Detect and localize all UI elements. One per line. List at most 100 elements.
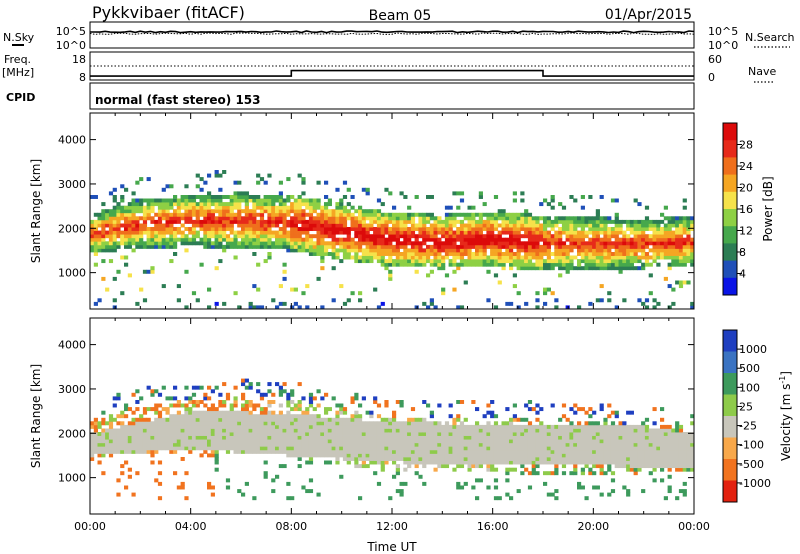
velocity-cell xyxy=(622,428,627,433)
power-cell xyxy=(90,230,95,235)
velocity-cell xyxy=(308,417,314,422)
velocity-cell xyxy=(376,446,382,451)
velocity-cell xyxy=(610,442,616,447)
velocity-cell xyxy=(112,396,117,401)
power-cell xyxy=(188,241,193,246)
power-cell xyxy=(222,244,227,249)
velocity-cell xyxy=(241,432,246,436)
velocity-cell xyxy=(660,453,665,458)
velocity-cell xyxy=(93,449,98,454)
velocity-cell xyxy=(165,432,170,436)
power-cell xyxy=(539,252,544,256)
velocity-cell xyxy=(614,457,619,461)
power-cell xyxy=(101,223,106,228)
power-cell xyxy=(444,219,450,224)
power-cell xyxy=(407,227,412,231)
velocity-cell xyxy=(410,407,416,412)
velocity-cell xyxy=(603,435,608,440)
power-cell xyxy=(244,234,249,239)
velocity-cell xyxy=(263,392,268,397)
power-cell xyxy=(218,234,223,239)
velocity-cell xyxy=(335,410,340,415)
power-cell xyxy=(101,234,106,239)
power-cell xyxy=(418,244,423,249)
power-cell xyxy=(459,305,465,310)
velocity-cell xyxy=(675,439,680,444)
power-cell xyxy=(327,212,332,217)
velocity-cell xyxy=(403,421,408,426)
velocity-cell xyxy=(418,446,423,451)
power-cell xyxy=(384,227,389,231)
power-cell xyxy=(633,259,638,264)
power-cell xyxy=(622,298,627,303)
power-cell xyxy=(165,216,170,221)
power-cell xyxy=(380,252,385,256)
velocity-cell xyxy=(365,464,370,469)
velocity-cell xyxy=(433,421,438,426)
power-cell xyxy=(229,241,234,246)
velocity-cell xyxy=(595,428,600,433)
power-cell xyxy=(527,219,533,224)
power-cell xyxy=(629,244,634,249)
velocity-cell xyxy=(463,435,468,440)
power-cell xyxy=(577,241,582,246)
velocity-cell xyxy=(678,457,684,461)
velocity-cell xyxy=(478,432,483,436)
y-tick-label: 4000 xyxy=(58,134,86,147)
power-cell xyxy=(210,223,215,228)
colorbar-tick-label: -25 xyxy=(739,420,757,433)
velocity-cell xyxy=(550,460,555,465)
velocity-cell xyxy=(686,467,691,472)
velocity-cell xyxy=(165,396,170,401)
power-cell xyxy=(191,198,197,203)
power-cell xyxy=(682,255,687,260)
power-cell xyxy=(324,180,329,185)
velocity-cell xyxy=(644,464,650,469)
power-cell xyxy=(312,252,317,256)
velocity-cell xyxy=(554,428,559,433)
power-cell xyxy=(384,223,389,228)
power-cell xyxy=(369,227,374,231)
velocity-cell xyxy=(392,410,397,415)
velocity-cell xyxy=(286,396,291,401)
velocity-cell xyxy=(626,489,631,494)
power-cell xyxy=(403,237,408,242)
velocity-cell xyxy=(233,414,238,419)
power-cell xyxy=(516,216,521,221)
velocity-cell xyxy=(565,428,570,433)
velocity-cell xyxy=(452,467,457,472)
power-cell xyxy=(316,216,321,221)
power-cell xyxy=(301,219,306,224)
velocity-cell xyxy=(225,435,231,440)
power-cell xyxy=(482,248,487,253)
cpid-panel-frame xyxy=(89,82,695,110)
velocity-cell xyxy=(237,428,242,433)
velocity-cell xyxy=(256,389,261,394)
velocity-cell xyxy=(248,424,253,429)
velocity-cell xyxy=(97,439,102,444)
power-cell xyxy=(403,219,408,224)
velocity-cell xyxy=(169,396,174,401)
velocity-cell xyxy=(595,421,600,426)
velocity-cell xyxy=(116,449,121,454)
power-cell xyxy=(320,237,325,242)
velocity-cell xyxy=(293,428,298,433)
velocity-cell xyxy=(335,442,340,447)
velocity-cell xyxy=(629,424,634,429)
velocity-cell xyxy=(218,414,223,419)
velocity-cell xyxy=(305,432,310,436)
power-cell xyxy=(448,252,453,256)
power-cell xyxy=(142,244,148,249)
power-cell xyxy=(527,252,533,256)
velocity-cell xyxy=(169,403,174,408)
power-cell xyxy=(505,219,510,224)
power-cell xyxy=(569,234,574,239)
power-cell xyxy=(471,223,476,228)
velocity-cell xyxy=(652,453,657,458)
velocity-cell xyxy=(580,435,585,440)
power-cell xyxy=(524,244,529,249)
velocity-cell xyxy=(112,403,117,408)
velocity-cell xyxy=(214,453,219,458)
power-cell xyxy=(505,237,510,242)
power-cell xyxy=(565,266,570,271)
